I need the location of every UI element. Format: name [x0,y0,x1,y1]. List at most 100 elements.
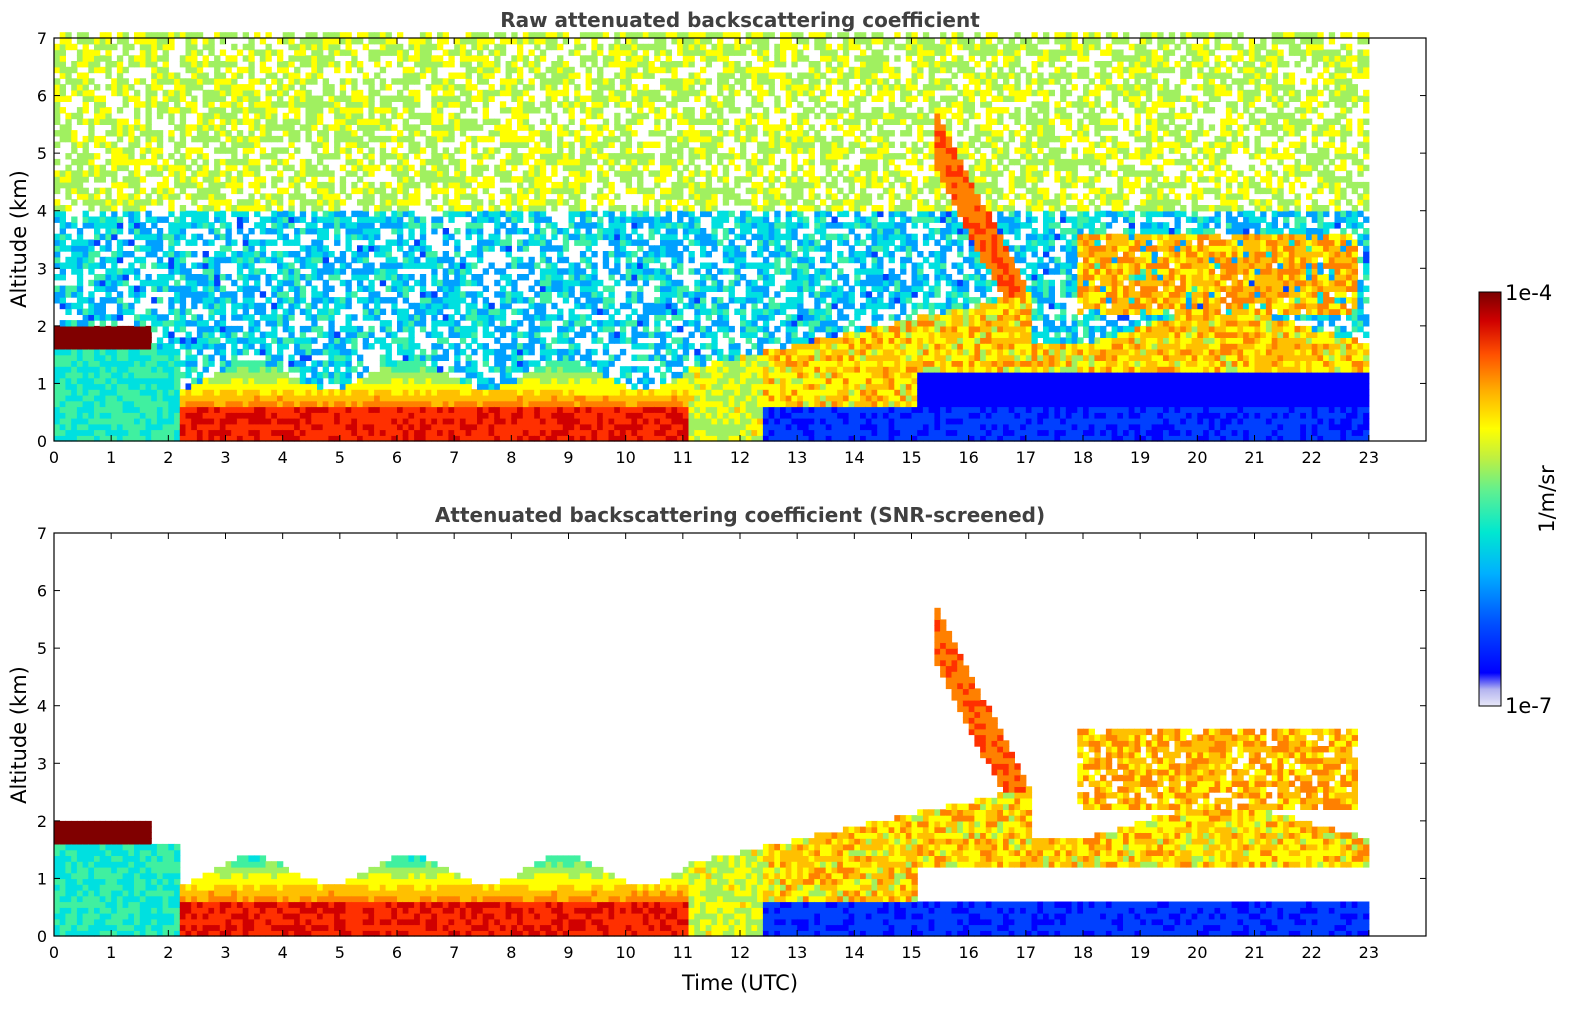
heatmap-cell [442,268,449,275]
heatmap-cell [236,389,244,396]
heatmap-cell [437,118,444,125]
heatmap-cell [494,337,501,344]
heatmap-cell [419,245,427,252]
heatmap-cell [54,343,61,350]
heatmap-cell [419,308,427,315]
heatmap-cell [277,216,284,223]
heatmap-cell [488,176,495,183]
heatmap-cell [145,314,152,321]
heatmap-cell [579,285,587,292]
heatmap-cell [477,239,484,246]
heatmap-cell [259,423,267,431]
heatmap-cell [59,66,66,74]
heatmap-cell [391,228,398,235]
heatmap-cell [88,354,95,361]
heatmap-cell [116,32,124,39]
heatmap-cell [345,66,352,74]
heatmap-cell [299,343,307,350]
heatmap-cell [374,274,381,281]
heatmap-cell [162,429,169,436]
heatmap-cell [551,366,558,373]
heatmap-cell [334,130,341,137]
heatmap-cell [111,61,118,68]
heatmap-cell [477,135,484,143]
heatmap-cell [362,141,369,148]
heatmap-cell [545,176,552,183]
heatmap-cell [59,135,66,143]
heatmap-cell [219,406,227,413]
heatmap-cell [225,389,232,396]
heatmap-cell [437,222,444,229]
heatmap-cell [202,176,209,183]
heatmap-cell [288,32,295,39]
heatmap-cell [419,147,427,154]
heatmap-cell [545,95,552,102]
heatmap-cell [328,262,335,269]
heatmap-cell [317,112,324,120]
heatmap-cell [482,147,489,154]
heatmap-cell [574,158,581,166]
heatmap-cell [116,314,124,321]
heatmap-cell [174,72,181,79]
heatmap-cell [265,107,272,114]
heatmap-cell [517,360,524,367]
heatmap-cell [465,314,472,321]
heatmap-cell [219,348,227,356]
heatmap-cell [54,84,61,91]
heatmap-cell [551,61,558,68]
heatmap-cell [105,118,112,125]
heatmap-cell [317,72,324,79]
heatmap-cell [231,406,238,413]
heatmap-cell [362,423,369,431]
heatmap-cell [254,256,261,264]
heatmap-cell [522,308,530,315]
heatmap-cell [419,262,427,269]
heatmap-cell [328,153,335,160]
heatmap-cell [219,256,227,264]
heatmap-cell [322,389,329,396]
heatmap-cell [585,314,592,321]
heatmap-cell [471,124,478,131]
heatmap-cell [105,199,112,206]
heatmap-cell [134,210,141,218]
heatmap-cell [236,285,244,292]
heatmap-cell [328,187,335,195]
heatmap-cell [494,210,501,218]
heatmap-cell [402,400,409,408]
heatmap-cell [408,43,415,51]
heatmap-cell [408,354,415,361]
heatmap-cell [602,308,610,315]
heatmap-cell [477,256,484,264]
heatmap-cell [116,274,124,281]
heatmap-cell [597,95,604,102]
heatmap-cell [511,308,518,315]
heatmap-cell [59,38,66,45]
heatmap-cell [288,394,295,402]
heatmap-cell [265,153,272,160]
heatmap-cell [488,302,495,310]
heatmap-cell [414,170,421,177]
heatmap-cell [334,371,341,379]
heatmap-cell [242,210,249,218]
heatmap-cell [59,435,66,442]
heatmap-cell [317,274,324,281]
heatmap-cell [185,274,192,281]
heatmap-cell [379,216,387,223]
heatmap-cell [437,394,444,402]
heatmap-cell [597,112,604,120]
heatmap-cell [254,222,261,229]
heatmap-cell [248,360,255,367]
heatmap-cell [214,78,221,85]
heatmap-cell [539,170,547,177]
heatmap-cell [99,418,106,425]
heatmap-cell [362,78,369,85]
heatmap-cell [454,95,461,102]
heatmap-cell [608,377,615,385]
heatmap-cell [231,147,238,154]
heatmap-cell [357,210,364,218]
heatmap-cell [511,210,518,218]
heatmap-cell [277,302,284,310]
heatmap-cell [196,84,204,91]
heatmap-cell [311,400,318,408]
heatmap-cell [431,429,438,436]
